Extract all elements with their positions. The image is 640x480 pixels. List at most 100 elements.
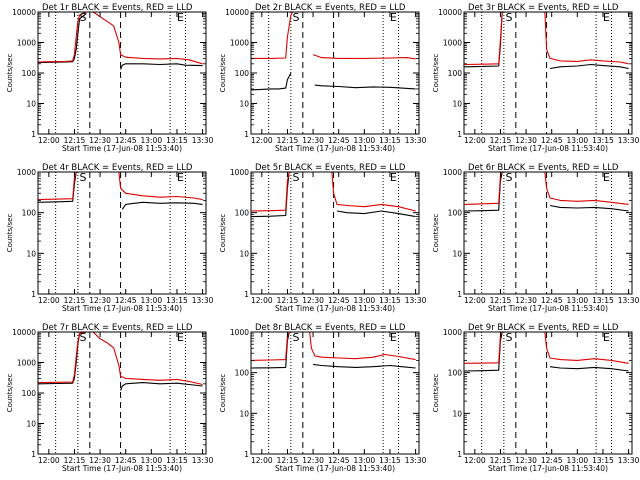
plot-frame	[463, 331, 633, 455]
y-tick-label: 10	[452, 409, 462, 418]
x-tick-label: 12:45	[115, 296, 137, 305]
panel-det-7: Det 7r BLACK = Events, RED = LLD 1 10 100 10…	[6, 323, 214, 473]
x-tick-label: 13:00	[567, 456, 589, 465]
y-tick-label: 1	[457, 450, 462, 459]
x-tick-label: 13:00	[354, 136, 376, 145]
x-tick-label: 12:00	[251, 456, 273, 465]
x-tick-label: 12:00	[251, 296, 273, 305]
panel-title: Det 6r BLACK = Events, RED = LLD	[468, 163, 619, 173]
start-marker-label: S	[505, 331, 512, 344]
x-tick-label: 12:15	[64, 136, 86, 145]
y-axis-label: Counts/sec	[432, 54, 440, 93]
lld-series-line	[38, 171, 203, 201]
lld-series-line	[464, 171, 629, 205]
x-tick-label: 12:30	[302, 136, 324, 145]
x-tick-label: 12:15	[490, 296, 512, 305]
events-series-line	[38, 12, 203, 70]
x-tick-label: 13:00	[141, 296, 163, 305]
x-axis-label: Start Time (17-Jun-08 11:53:40)	[275, 464, 395, 473]
lld-series-line	[464, 331, 629, 364]
y-tick-label: 100	[235, 369, 250, 378]
x-tick-label: 13:15	[166, 136, 188, 145]
plot-frame	[37, 331, 207, 455]
x-tick-label: 12:45	[328, 456, 350, 465]
x-tick-label: 13:30	[405, 296, 427, 305]
y-tick-label: 10000	[225, 8, 249, 17]
panel-title: Det 7r BLACK = Events, RED = LLD	[42, 323, 193, 333]
x-tick-label: 12:15	[490, 456, 512, 465]
plot-frame	[250, 11, 420, 135]
start-marker-label: S	[79, 11, 86, 24]
x-tick-label: 12:45	[115, 136, 137, 145]
x-axis-label: Start Time (17-Jun-08 11:53:40)	[62, 144, 182, 153]
x-tick-label: 13:00	[567, 136, 589, 145]
events-series-line	[251, 171, 416, 218]
x-axis-label: Start Time (17-Jun-08 11:53:40)	[488, 144, 608, 153]
y-tick-label: 1000	[443, 328, 462, 337]
y-tick-label: 1000	[443, 39, 462, 48]
panel-det-1: Det 1r BLACK = Events, RED = LLD 1 10 100 10…	[6, 3, 214, 153]
x-tick-label: 13:00	[354, 456, 376, 465]
x-tick-label: 13:30	[618, 296, 640, 305]
y-tick-label: 1	[31, 130, 36, 139]
start-marker-label: S	[505, 171, 512, 184]
y-axis-label: Counts/sec	[6, 214, 14, 253]
lld-series-line	[251, 331, 416, 361]
x-axis-label: Start Time (17-Jun-08 11:53:40)	[62, 464, 182, 473]
panel-title: Det 5r BLACK = Events, RED = LLD	[255, 163, 406, 173]
x-tick-label: 12:15	[490, 136, 512, 145]
events-series-line	[251, 331, 416, 369]
x-tick-label: 12:00	[38, 456, 60, 465]
x-tick-label: 12:00	[464, 296, 486, 305]
y-tick-label: 1	[31, 290, 36, 299]
start-marker-label: S	[292, 171, 299, 184]
x-tick-label: 12:30	[302, 456, 324, 465]
x-tick-label: 12:45	[328, 136, 350, 145]
x-tick-label: 12:30	[89, 456, 111, 465]
plot-frame	[37, 171, 207, 295]
y-axis-label: Counts/sec	[219, 374, 227, 413]
y-tick-label: 10	[239, 249, 249, 258]
end-marker-label: E	[177, 171, 184, 184]
start-marker-label: S	[79, 171, 86, 184]
x-tick-label: 12:00	[38, 296, 60, 305]
x-tick-label: 12:30	[515, 136, 537, 145]
x-tick-label: 12:30	[515, 456, 537, 465]
y-tick-label: 100	[22, 69, 37, 78]
y-tick-label: 100	[22, 209, 37, 218]
y-tick-label: 1000	[17, 39, 36, 48]
x-tick-label: 12:30	[89, 136, 111, 145]
panel-det-2: Det 2r BLACK = Events, RED = LLD 1 10 100 10…	[219, 3, 427, 153]
y-tick-label: 1	[244, 290, 249, 299]
y-axis-label: Counts/sec	[219, 54, 227, 93]
x-tick-label: 13:00	[354, 296, 376, 305]
start-marker-label: S	[505, 11, 512, 24]
y-axis-label: Counts/sec	[6, 374, 14, 413]
end-marker-label: E	[603, 11, 610, 24]
events-series-line	[38, 171, 203, 210]
y-tick-label: 10	[239, 409, 249, 418]
end-marker-label: E	[603, 171, 610, 184]
x-tick-label: 12:30	[89, 296, 111, 305]
y-tick-label: 100	[448, 69, 463, 78]
plot-frame	[250, 171, 420, 295]
x-tick-label: 12:15	[277, 136, 299, 145]
x-tick-label: 13:30	[192, 456, 214, 465]
x-tick-label: 13:15	[592, 136, 614, 145]
panel-det-6: Det 6r BLACK = Events, RED = LLD 1 10 100 10…	[432, 163, 640, 313]
x-axis-label: Start Time (17-Jun-08 11:53:40)	[488, 464, 608, 473]
plot-frame	[463, 11, 633, 135]
x-tick-label: 13:00	[567, 296, 589, 305]
y-tick-label: 1000	[230, 328, 249, 337]
x-tick-label: 12:45	[115, 456, 137, 465]
x-axis-label: Start Time (17-Jun-08 11:53:40)	[488, 304, 608, 313]
start-marker-label: S	[292, 11, 299, 24]
x-tick-label: 13:15	[379, 456, 401, 465]
x-tick-label: 12:30	[302, 296, 324, 305]
start-marker-label: S	[79, 331, 86, 344]
events-series-line	[464, 331, 629, 372]
x-tick-label: 12:15	[64, 456, 86, 465]
x-tick-label: 13:00	[141, 456, 163, 465]
y-tick-label: 10	[452, 100, 462, 109]
